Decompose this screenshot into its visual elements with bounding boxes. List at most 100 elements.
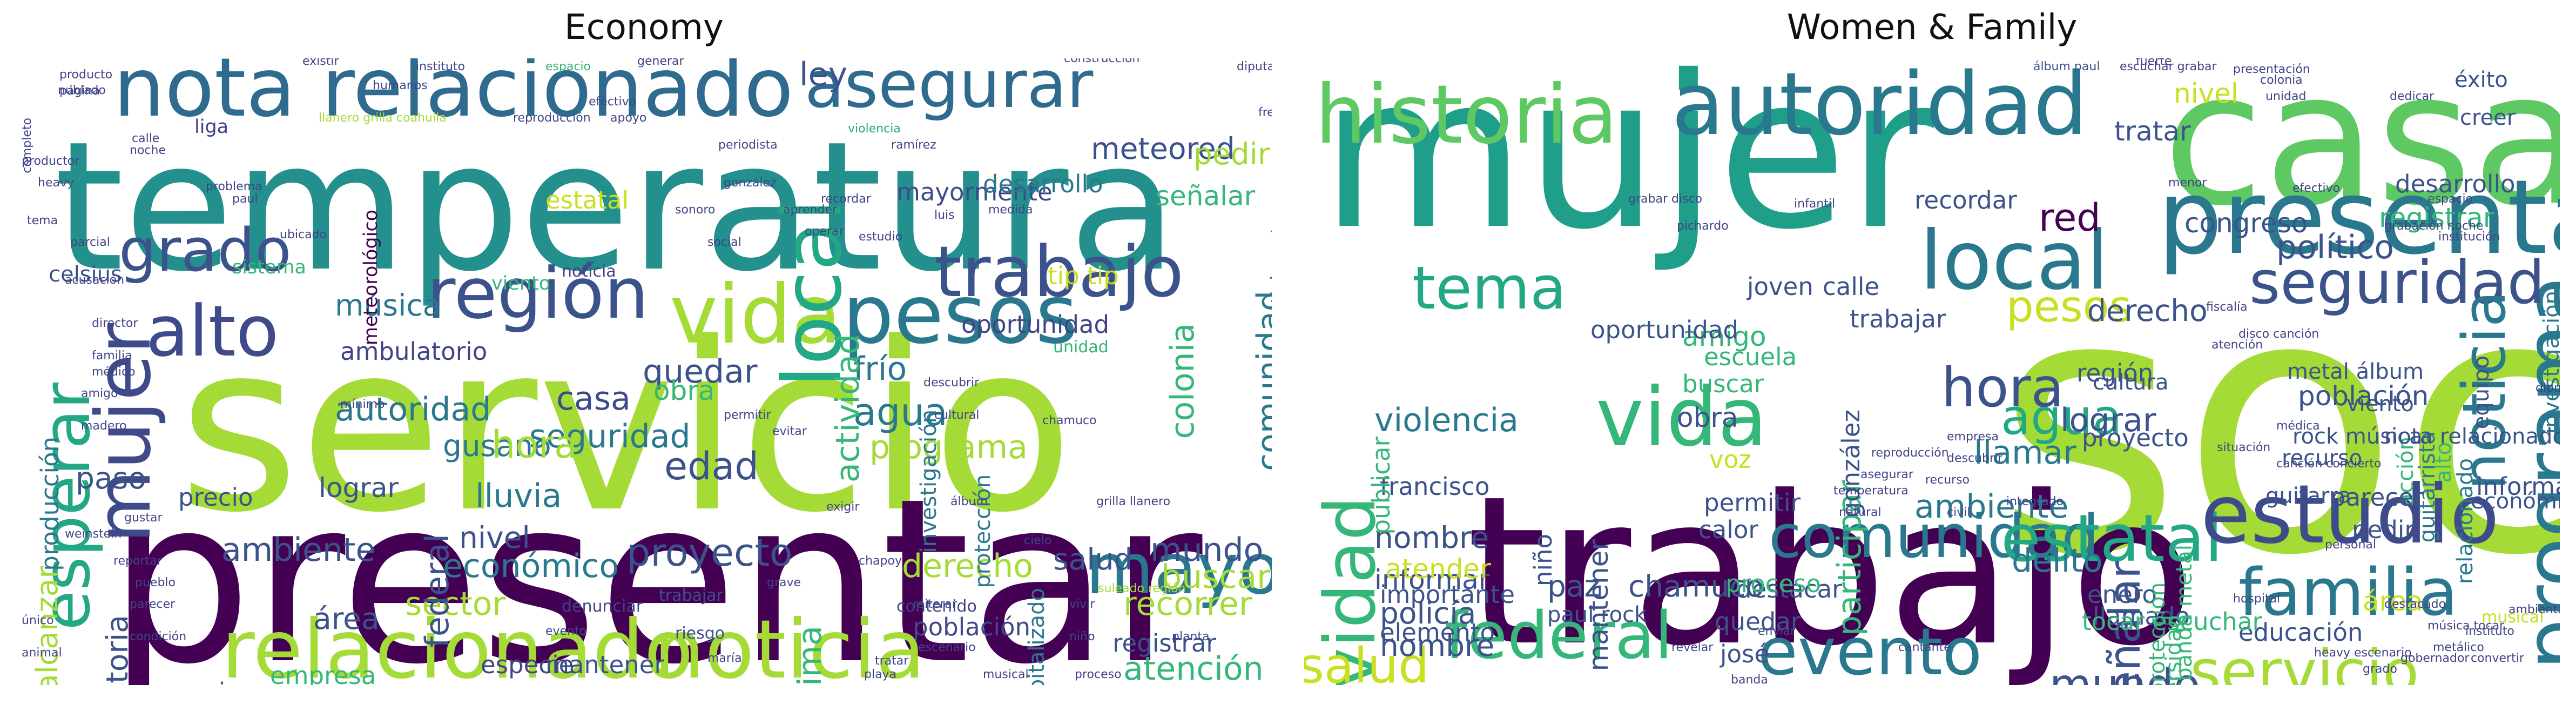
cloud-word: red [2039, 196, 2101, 240]
cloud-word: celsius [49, 262, 122, 287]
cloud-word: álbum paul [2033, 60, 2100, 73]
cloud-word: viento [2346, 392, 2414, 417]
cloud-word: frente [1258, 106, 1272, 119]
cloud-word: reproducción [1871, 446, 1949, 460]
cloud-word: liga [194, 116, 229, 138]
cloud-word: historia [100, 615, 134, 685]
cloud-word: grado [2363, 662, 2397, 676]
cloud-word: agua [2001, 389, 2122, 446]
cloud-word: sonoro [675, 203, 716, 217]
cloud-word: máxima [791, 626, 829, 685]
cloud-word: enviar [1758, 625, 1796, 638]
cloud-word: buscar [1161, 558, 1270, 596]
cloud-word: música [335, 288, 441, 323]
cloud-word: mayo [1085, 528, 1272, 610]
cloud-word: elemento [1380, 618, 1495, 647]
cloud-word: tocar escuchar [2082, 607, 2263, 636]
cloud-word: efectivo [589, 95, 637, 109]
cloud-word: médico [92, 365, 136, 379]
cloud-word: población [2298, 380, 2429, 412]
cloud-word: programa [869, 428, 1028, 466]
cloud-word: chapoy [859, 554, 902, 568]
cloud-word: ambulatorio [340, 337, 488, 366]
cloud-word: civil [1947, 506, 1971, 519]
cloud-word: condición [130, 630, 187, 643]
cloud-word: nivel [2174, 78, 2238, 109]
cloud-word: productor [22, 155, 80, 168]
cloud-word: reportar [113, 554, 162, 568]
cloud-word: proceso [1075, 668, 1122, 681]
cloud-word: tratar [2114, 116, 2191, 147]
cloud-word: grado [119, 216, 292, 285]
panel-title: Women & Family [1786, 8, 2078, 48]
cloud-word: noticia [653, 603, 926, 685]
cloud-word: lograr [2060, 401, 2156, 439]
cloud-word: autoridad [1671, 58, 2088, 155]
cloud-word: infantil [1794, 197, 1836, 211]
cloud-word: mundo [2049, 660, 2201, 686]
cloud-word: recordar [821, 192, 871, 206]
cloud-word: quedar [1715, 607, 1801, 636]
cloud-word: escenario [918, 641, 976, 654]
cloud-word: noticia [562, 262, 616, 281]
cloud-word: atención [1123, 650, 1264, 685]
cloud-word: musical [2481, 608, 2544, 627]
cloud-word: violencia [1374, 401, 1519, 439]
cloud-word: económico [2471, 489, 2560, 514]
cloud-word: recorrer [1123, 585, 1252, 623]
cloud-word: convertir [2471, 652, 2524, 665]
cloud-word: meteored [1091, 131, 1235, 166]
cloud-word: evento [545, 625, 587, 638]
cloud-word: oportunidad [961, 310, 1110, 339]
cloud-word: guitarra [2265, 484, 2351, 508]
cloud-word: apoyo [610, 111, 647, 125]
cloud-word: efectivo [2292, 182, 2341, 195]
cloud-word: obra [653, 375, 715, 406]
cloud-word: estudio [2201, 468, 2499, 562]
cloud-word: asegurar [1860, 468, 1913, 481]
cloud-word: registrar [1112, 629, 1216, 658]
cloud-word: animal [22, 646, 62, 660]
cloud-word: trabajar [1850, 305, 1946, 333]
cloud-word: nublado [58, 84, 106, 97]
cloud-word: colonia [1164, 323, 1202, 439]
cloud-word: recordar [1914, 186, 2017, 214]
cloud-word: oportunidad [1590, 316, 1739, 344]
word-cloud: socialmujertrabajocasapresentarprogramaa… [1304, 58, 2560, 685]
cloud-word: empresa [270, 661, 376, 685]
cloud-word: metálico [2433, 641, 2484, 654]
cloud-word: especie [481, 651, 574, 679]
cloud-word: nivel [459, 520, 530, 555]
cloud-word: metal álbum [2287, 359, 2424, 384]
cloud-word: unidad [2265, 90, 2307, 103]
cloud-word: cielo [1024, 534, 1052, 547]
cloud-word: banda [1731, 673, 1768, 686]
cloud-word: creer [2460, 105, 2516, 130]
cloud-word: denunciar [562, 597, 643, 616]
cloud-word: gusano [443, 428, 551, 463]
cloud-word: obra [1677, 402, 1738, 433]
cloud-word: social [707, 236, 741, 249]
cloud-word: humanos [373, 79, 428, 92]
cloud-word: fiscalía [2206, 300, 2248, 314]
cloud-word: federal [1445, 599, 1673, 674]
cloud-word: rock música [2292, 424, 2423, 449]
cloud-word: existir [302, 58, 339, 68]
cloud-word: chamuco [1042, 414, 1097, 427]
cloud-word: francisco [1380, 472, 1490, 501]
cloud-word: delito [2012, 542, 2103, 580]
cloud-word: vivir [1069, 598, 1095, 611]
cloud-word: región [427, 252, 649, 334]
cloud-word: ley [799, 58, 848, 93]
cloud-word: integrado [2006, 495, 2064, 508]
cloud-word: único [22, 614, 54, 627]
cloud-word: niño [1529, 534, 1557, 587]
cloud-word: calle [132, 132, 160, 145]
cloud-word: comunidad [1769, 502, 2099, 571]
cloud-word: acusación [65, 273, 125, 287]
cloud-word: personal [2325, 538, 2377, 552]
cloud-word: gobernador [2400, 652, 2470, 665]
cloud-word: maría [707, 652, 742, 665]
cloud-word: presentar [108, 450, 1203, 686]
cloud-word: espacio [545, 60, 591, 73]
